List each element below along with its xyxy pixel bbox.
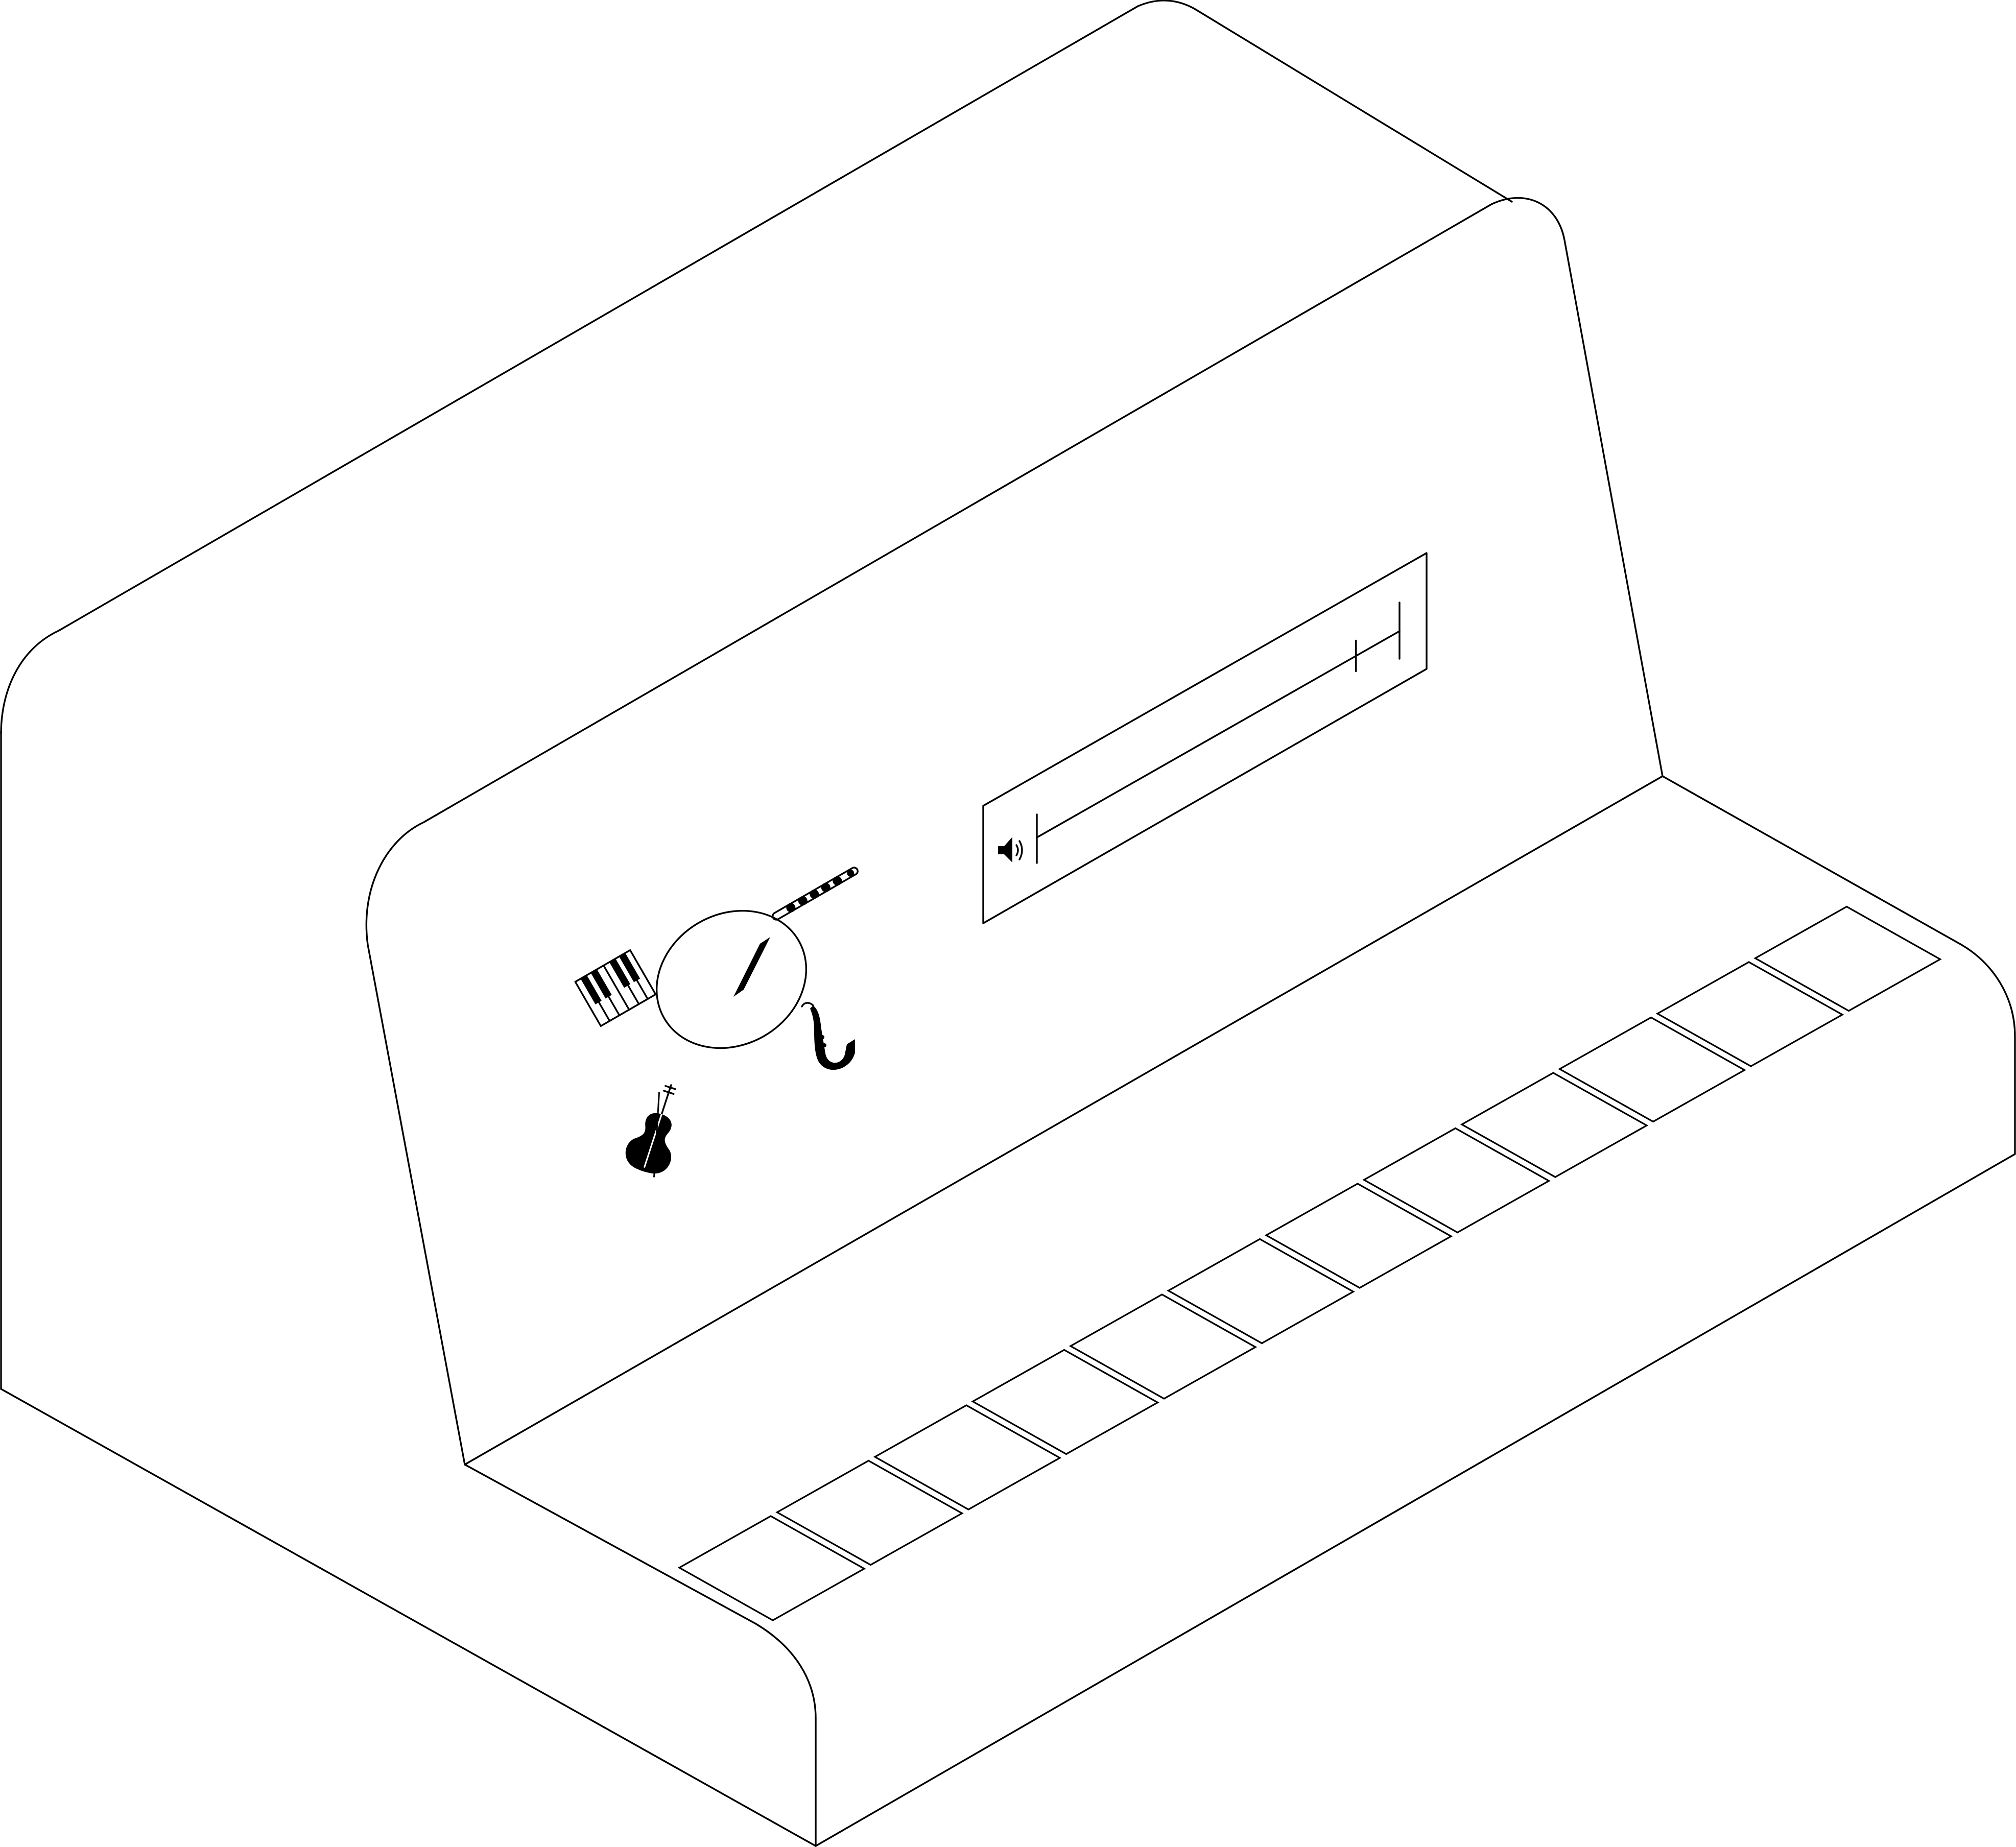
key-2[interactable] [775,1459,964,1566]
violin-icon[interactable] [621,1078,693,1181]
deck-front-corner [464,1464,817,1847]
instrument-selector [574,866,860,1181]
key-4[interactable] [971,1349,1159,1455]
key-1[interactable] [677,1515,866,1621]
key-10[interactable] [1558,1016,1746,1123]
key-6[interactable] [1167,1238,1355,1345]
bottom-left-edge [0,1388,817,1847]
key-12[interactable] [1753,905,1942,1012]
key-11[interactable] [1655,961,1844,1067]
selector-pointer [733,937,770,997]
saxophone-icon[interactable] [801,1002,855,1070]
volume-window [982,552,1428,924]
volume-panel [982,552,1428,924]
piano-keys-icon[interactable] [574,949,657,1027]
key-3[interactable] [873,1404,1062,1510]
volume-track[interactable] [1036,630,1401,838]
key-8[interactable] [1362,1127,1551,1234]
deck-right-edge [815,775,2016,1847]
key-5[interactable] [1069,1293,1258,1400]
key-9[interactable] [1460,1072,1649,1178]
front-panel-outline [365,197,1664,1466]
speaker-icon [998,837,1023,862]
deck-back-edge [464,775,1664,1466]
back-top-ridge [0,0,1513,735]
selector-knob[interactable] [631,884,831,1075]
key-7[interactable] [1264,1183,1453,1289]
flute-icon[interactable] [771,866,860,922]
keyboard-keys [677,905,1942,1621]
